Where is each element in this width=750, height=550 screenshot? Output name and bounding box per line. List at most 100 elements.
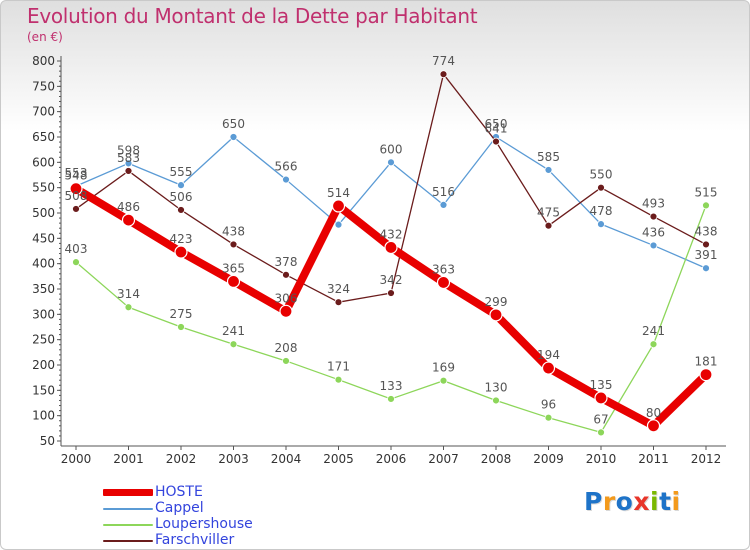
data-point-loupershouse [702,201,710,210]
data-point-hoste [331,199,346,213]
brand-letter: P [584,487,603,516]
data-point-farschviller [124,167,133,175]
data-point-hoste [69,182,83,196]
chart-unit-label: (en €) [27,30,63,44]
data-label: 342 [380,273,403,287]
data-point-farschviller [282,270,290,279]
y-tick-label: 650 [32,130,55,144]
data-label: 516 [432,185,455,199]
data-label: 432 [380,227,403,241]
x-tick-label: 2010 [586,452,617,466]
data-point-loupershouse [544,413,553,422]
y-tick-label: 550 [32,181,55,195]
data-point-loupershouse [334,375,343,384]
data-label: 241 [642,324,665,338]
brand-letter: i [650,487,660,516]
series-line-farschviller [75,73,707,303]
x-tick-label: 2002 [166,452,197,466]
data-point-cappel [702,264,710,273]
brand-letter: i [671,487,681,516]
y-tick-label: 500 [32,206,55,220]
data-label: 299 [485,295,508,309]
data-label: 585 [537,150,560,164]
data-point-hoste [594,391,608,405]
data-point-loupershouse [492,396,500,405]
data-label: 566 [275,160,298,174]
data-point-hoste [384,240,398,255]
data-label: 555 [170,165,193,179]
brand-logo: Proxiti [584,487,681,516]
data-label: 515 [695,185,718,199]
data-label: 478 [590,204,613,218]
chart-title: Evolution du Montant de la Dette par Hab… [27,4,478,28]
data-label: 583 [117,151,140,165]
legend-swatch [103,508,153,510]
data-point-cappel [439,200,448,209]
y-tick-label: 150 [32,383,55,397]
data-point-cappel [282,175,290,184]
data-label: 306 [275,291,298,305]
data-label: 391 [695,248,718,262]
data-point-hoste [226,274,241,288]
data-label: 130 [485,380,508,394]
x-tick-label: 2011 [638,452,669,466]
data-label: 169 [432,361,455,375]
x-tick-label: 2007 [428,452,459,466]
y-tick-label: 100 [32,409,55,423]
x-tick-label: 2009 [533,452,564,466]
data-label: 438 [695,224,718,238]
data-point-hoste [646,419,661,433]
y-tick-label: 350 [32,282,55,296]
data-label: 506 [170,190,193,204]
x-tick-label: 2004 [271,452,302,466]
data-point-hoste [541,361,556,375]
legend-label: Loupershouse [155,516,253,532]
y-tick-label: 700 [32,105,55,119]
data-point-hoste [436,275,451,290]
x-tick-label: 2001 [113,452,144,466]
data-point-cappel [229,133,238,141]
y-tick-label: 450 [32,231,55,245]
x-tick-label: 2012 [691,452,722,466]
data-label: 135 [590,378,613,392]
data-label: 96 [541,398,556,412]
y-tick-label: 600 [32,155,55,169]
data-label: 314 [117,287,140,301]
data-point-loupershouse [387,395,395,403]
data-label: 641 [485,122,508,136]
x-tick-label: 2008 [481,452,512,466]
data-point-cappel [387,158,395,167]
data-point-farschviller [492,137,500,146]
data-point-farschviller [334,298,343,307]
data-label: 650 [222,117,245,131]
y-tick-label: 200 [32,358,55,372]
data-point-hoste [489,308,503,322]
data-point-loupershouse [177,323,185,331]
brand-letter: x [633,487,650,516]
data-label: 67 [593,412,608,426]
x-tick-label: 2003 [218,452,249,466]
data-point-farschviller [702,240,710,249]
data-point-hoste [174,245,188,259]
data-point-farschviller [229,240,238,249]
data-point-cappel [544,166,553,174]
data-label: 363 [432,262,455,276]
data-point-farschviller [544,221,553,230]
y-tick-label: 300 [32,307,55,321]
data-label: 324 [327,282,350,296]
data-point-cappel [597,220,605,229]
data-label: 378 [275,255,298,269]
data-point-farschviller [177,206,185,214]
legend-label: Farschviller [155,532,235,548]
data-label: 774 [432,54,455,68]
data-label: 438 [222,224,245,238]
data-point-loupershouse [597,428,605,437]
y-tick-label: 750 [32,79,55,93]
data-point-loupershouse [439,376,448,385]
y-tick-label: 250 [32,333,55,347]
data-label: 365 [222,261,245,275]
data-point-loupershouse [649,340,658,349]
data-point-loupershouse [124,303,133,312]
data-point-cappel [334,220,343,229]
